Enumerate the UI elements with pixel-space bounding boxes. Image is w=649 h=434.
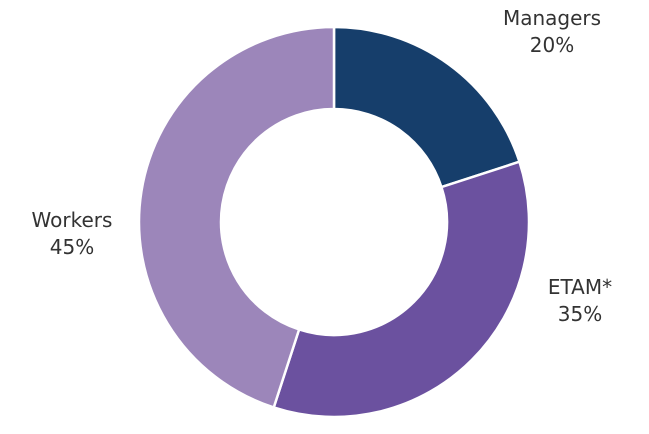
slice-label-etam-name: ETAM* [547, 275, 613, 299]
slice-label-managers: Managers 20% [503, 5, 601, 59]
slice-label-etam: ETAM* 35% [548, 274, 612, 328]
slice-label-workers-value: 45% [49, 235, 95, 259]
slice-label-workers: Workers 45% [32, 207, 113, 261]
slice-workers [137, 25, 336, 409]
slice-label-etam-value: 35% [557, 302, 603, 326]
slice-managers [332, 25, 521, 189]
slice-label-managers-value: 20% [529, 33, 575, 57]
slice-etam [272, 160, 531, 419]
slice-label-managers-name: Managers [502, 6, 602, 30]
slice-label-workers-name: Workers [31, 208, 113, 232]
